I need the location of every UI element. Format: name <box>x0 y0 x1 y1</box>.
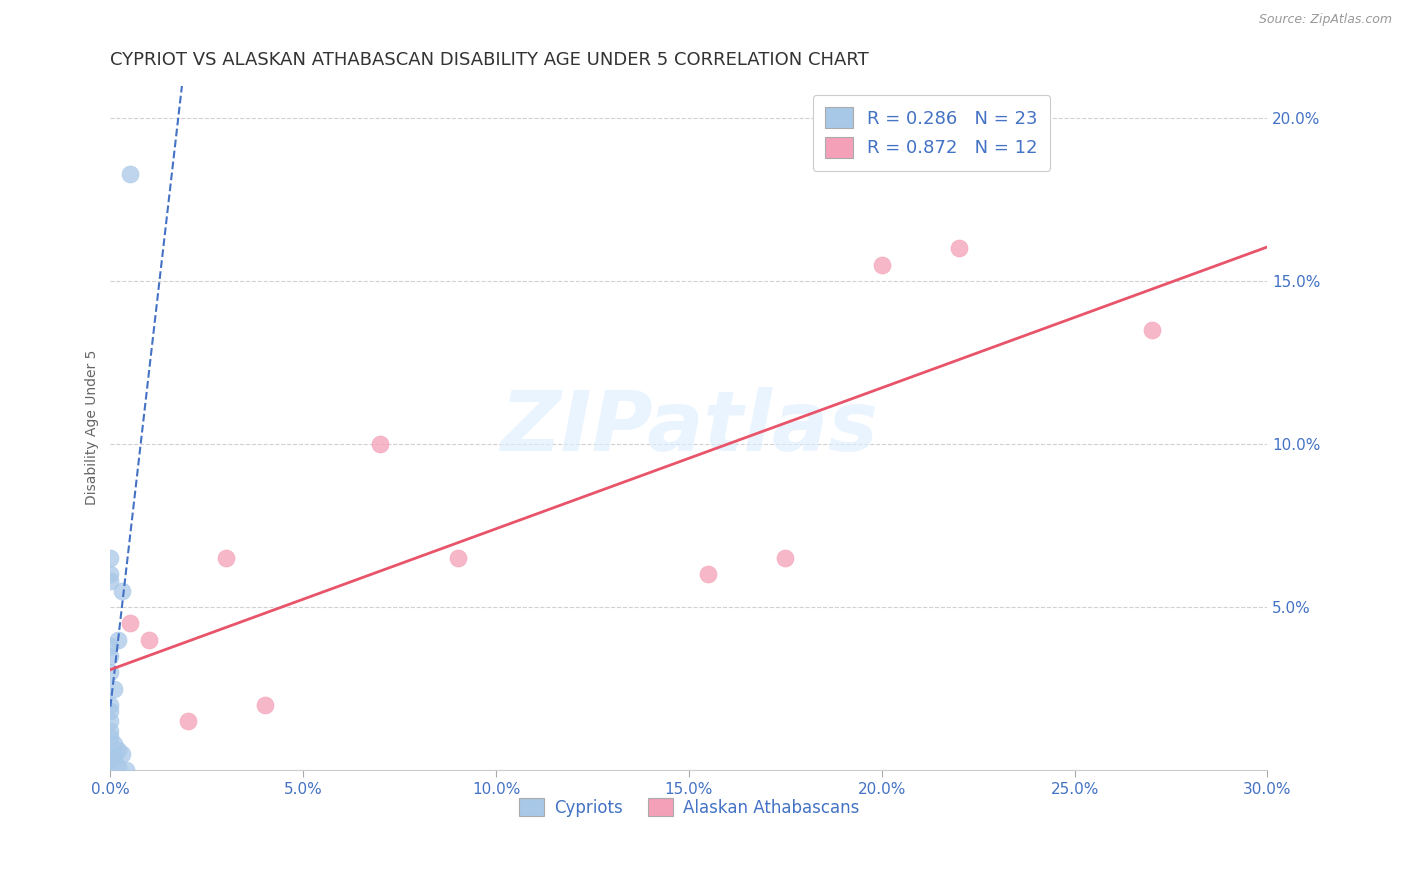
Point <box>103 681 125 696</box>
Point <box>697 567 720 582</box>
Text: ZIPatlas: ZIPatlas <box>501 387 877 468</box>
Point <box>107 632 129 647</box>
Point <box>107 743 129 757</box>
Point <box>100 639 122 653</box>
Point <box>775 551 797 566</box>
Point <box>100 704 122 718</box>
Point <box>870 258 893 272</box>
Point <box>100 714 122 728</box>
Point <box>100 756 122 771</box>
Point <box>118 616 141 631</box>
Point <box>370 437 392 451</box>
Point <box>100 567 122 582</box>
Point <box>100 723 122 738</box>
Point <box>118 167 141 181</box>
Point <box>100 551 122 566</box>
Point <box>103 737 125 751</box>
Point <box>107 760 129 774</box>
Text: Source: ZipAtlas.com: Source: ZipAtlas.com <box>1258 13 1392 27</box>
Point <box>100 574 122 588</box>
Point <box>215 551 238 566</box>
Point <box>111 583 134 598</box>
Point <box>111 747 134 761</box>
Point <box>948 242 970 256</box>
Point <box>100 731 122 745</box>
Point <box>100 698 122 712</box>
Point <box>100 648 122 663</box>
Legend: Cypriots, Alaskan Athabascans: Cypriots, Alaskan Athabascans <box>512 792 866 823</box>
Point <box>100 665 122 680</box>
Point <box>253 698 276 712</box>
Point <box>115 763 138 777</box>
Point <box>446 551 468 566</box>
Point <box>100 753 122 767</box>
Text: CYPRIOT VS ALASKAN ATHABASCAN DISABILITY AGE UNDER 5 CORRELATION CHART: CYPRIOT VS ALASKAN ATHABASCAN DISABILITY… <box>111 51 869 69</box>
Point <box>1140 323 1163 337</box>
Point <box>103 750 125 764</box>
Y-axis label: Disability Age Under 5: Disability Age Under 5 <box>86 350 100 506</box>
Point <box>138 632 160 647</box>
Point <box>176 714 198 728</box>
